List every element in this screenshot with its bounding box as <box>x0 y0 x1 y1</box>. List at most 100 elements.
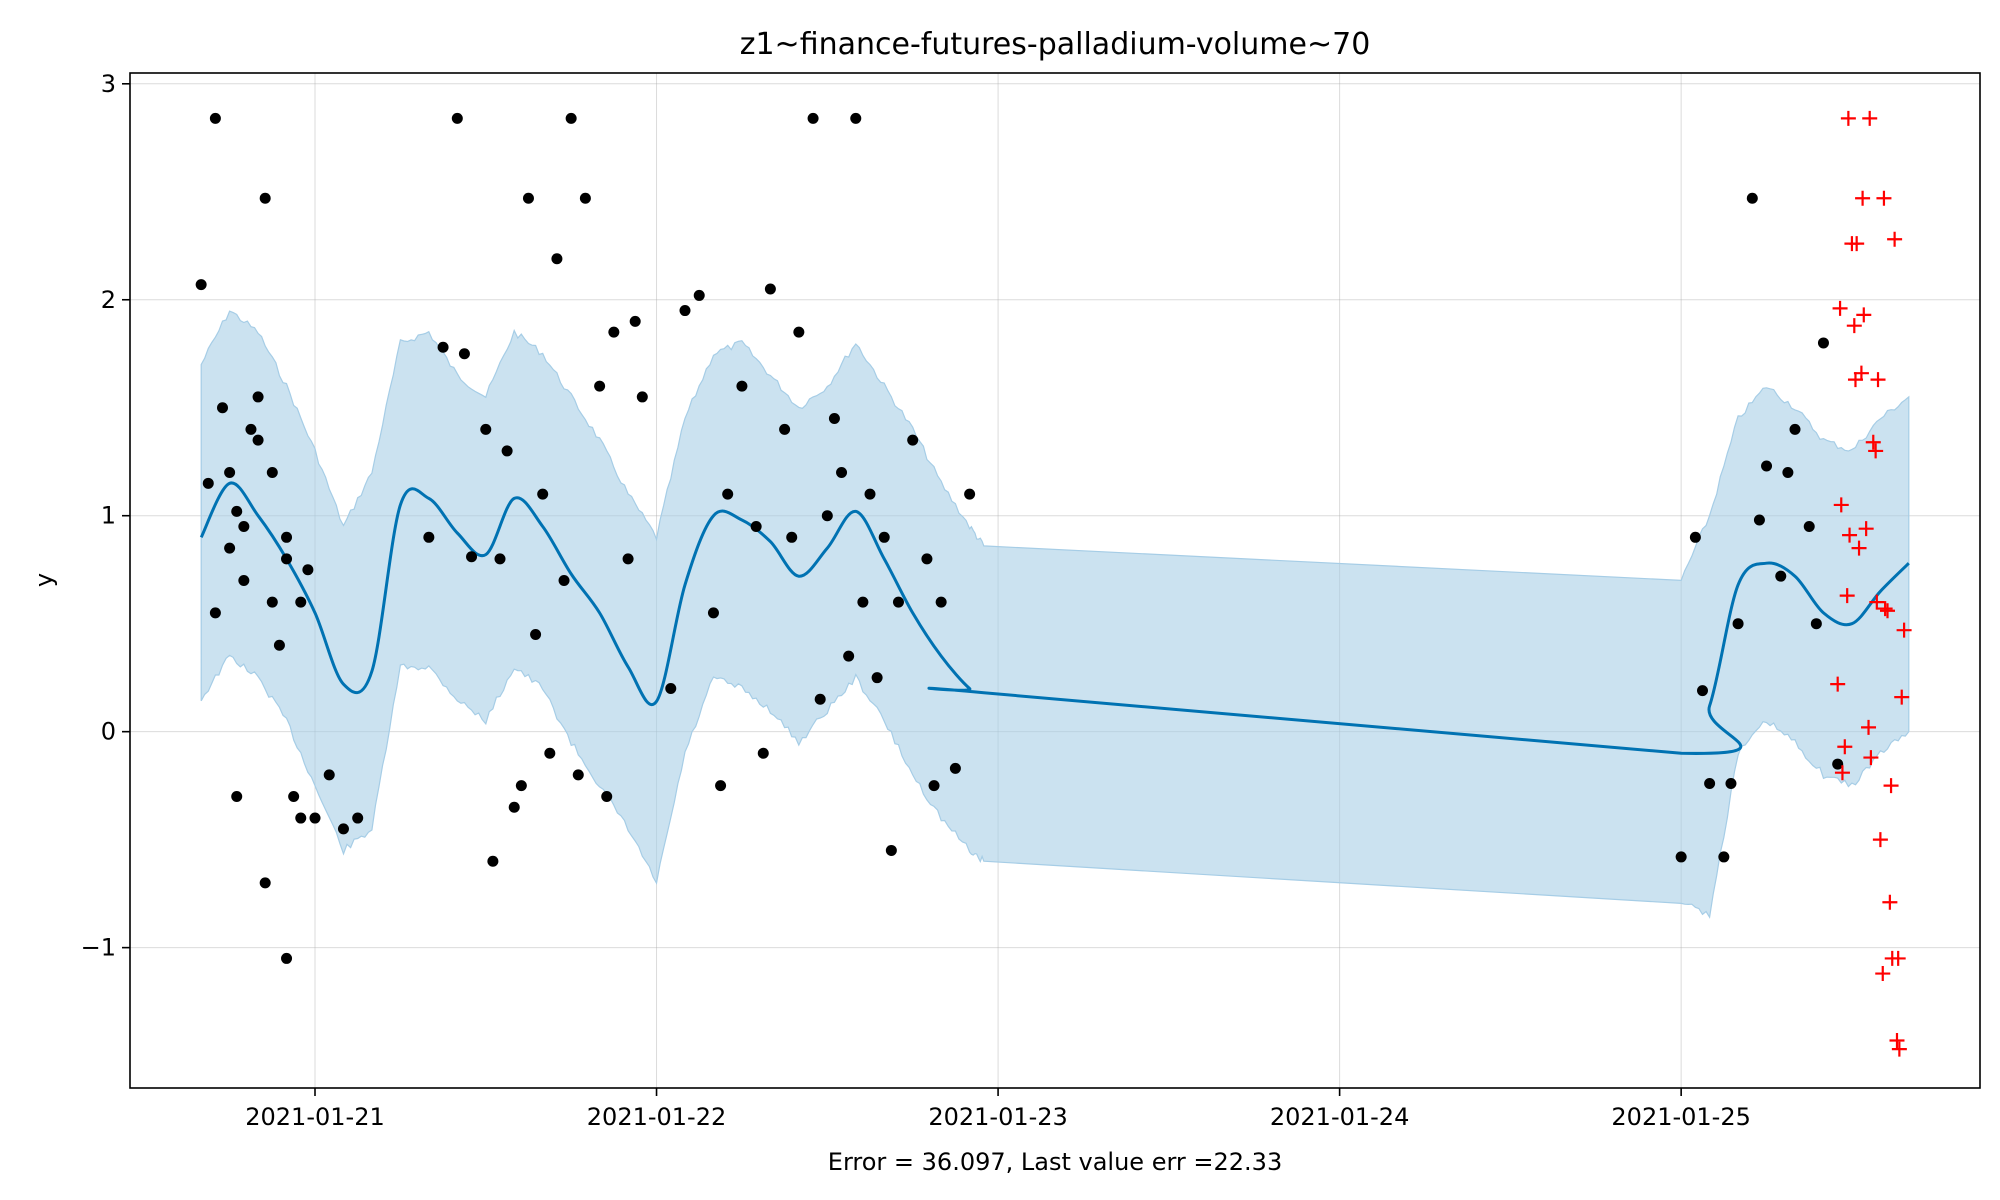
test-point <box>1858 521 1874 537</box>
observed-point <box>793 326 805 338</box>
test-point <box>1840 110 1856 126</box>
observed-point <box>722 488 734 500</box>
observed-point <box>302 564 314 576</box>
test-point <box>1889 1032 1905 1048</box>
test-point <box>1869 594 1885 610</box>
y-tick-label: 2 <box>101 286 116 314</box>
observed-point <box>750 521 762 533</box>
observed-point <box>238 575 250 586</box>
observed-point <box>259 877 271 889</box>
observed-point <box>558 575 570 586</box>
test-point <box>1883 778 1899 794</box>
observed-point <box>871 672 883 684</box>
observed-point <box>601 790 613 802</box>
observed-point <box>522 192 534 204</box>
observed-point <box>1689 531 1701 543</box>
observed-point <box>814 693 826 705</box>
test-point <box>1880 603 1895 619</box>
test-point <box>1861 719 1877 735</box>
y-tick-label: 0 <box>101 718 116 746</box>
observed-point <box>231 505 243 517</box>
observed-point <box>437 341 449 353</box>
observed-point <box>202 477 214 489</box>
test-point <box>1875 966 1891 982</box>
test-point <box>1856 307 1872 323</box>
observed-point <box>679 305 691 317</box>
observed-point <box>786 531 798 543</box>
observed-point <box>515 780 527 792</box>
observed-point <box>757 747 769 759</box>
observed-points <box>195 112 1844 964</box>
observed-point <box>281 952 293 964</box>
test-point <box>1876 190 1892 206</box>
observed-point <box>494 553 506 565</box>
observed-point <box>295 596 307 608</box>
test-point <box>1868 443 1884 459</box>
observed-point <box>636 391 648 403</box>
observed-point <box>949 762 961 774</box>
y-axis: −1 0 1 2 3 <box>81 70 130 962</box>
test-point <box>1872 832 1888 848</box>
x-axis-label: Error = 36.097, Last value err =22.33 <box>828 1148 1282 1176</box>
test-point <box>1896 622 1912 638</box>
observed-point <box>1810 618 1822 630</box>
x-axis: 2021-01-21 2021-01-22 2021-01-23 2021-01-24… <box>245 1088 1751 1131</box>
observed-point <box>1817 337 1829 349</box>
observed-point <box>266 467 278 479</box>
observed-point <box>466 551 478 563</box>
test-point <box>1830 676 1846 692</box>
forecast-line <box>199 481 1910 755</box>
test-point <box>1832 300 1848 316</box>
test-point <box>1849 236 1865 252</box>
test-point <box>1839 588 1855 604</box>
observed-point <box>480 423 492 435</box>
test-point <box>1877 601 1893 617</box>
test-point <box>1842 527 1858 543</box>
x-tick-label: 2021-01-24 <box>1270 1103 1409 1131</box>
observed-point <box>352 812 364 824</box>
observed-point <box>693 289 705 301</box>
observed-point <box>281 531 293 543</box>
observed-point <box>821 510 833 522</box>
observed-point <box>1753 514 1765 526</box>
y-tick-label: 3 <box>101 70 116 98</box>
observed-point <box>501 445 513 457</box>
observed-point <box>295 812 307 824</box>
test-point <box>1862 110 1878 126</box>
observed-point <box>323 769 335 781</box>
observed-point <box>530 628 542 640</box>
test-point <box>1834 765 1850 781</box>
observed-point <box>1718 851 1730 863</box>
observed-point <box>209 607 221 619</box>
observed-point <box>1675 851 1687 863</box>
observed-point <box>885 844 897 856</box>
observed-point <box>288 790 300 802</box>
observed-point <box>921 553 933 565</box>
observed-point <box>1803 521 1815 533</box>
observed-point <box>238 521 250 533</box>
observed-point <box>252 391 264 403</box>
observed-point <box>266 596 278 608</box>
x-tick-label: 2021-01-21 <box>245 1103 384 1131</box>
observed-point <box>281 553 293 565</box>
observed-point <box>551 253 563 265</box>
forecast-line-path <box>199 481 1910 755</box>
observed-point <box>935 596 947 608</box>
observed-point <box>1775 570 1787 582</box>
observed-point <box>508 801 520 813</box>
observed-point <box>1704 778 1716 789</box>
observed-point <box>629 315 641 327</box>
observed-point <box>665 682 677 694</box>
observed-point <box>1732 618 1744 630</box>
test-point <box>1882 894 1898 910</box>
observed-point <box>736 380 748 392</box>
observed-point <box>964 488 976 500</box>
observed-point <box>224 542 236 554</box>
observed-point <box>209 112 221 124</box>
observed-point <box>1725 778 1737 789</box>
test-point <box>1887 231 1903 247</box>
observed-point <box>1761 460 1773 472</box>
test-point <box>1855 190 1871 206</box>
observed-point <box>231 790 243 802</box>
